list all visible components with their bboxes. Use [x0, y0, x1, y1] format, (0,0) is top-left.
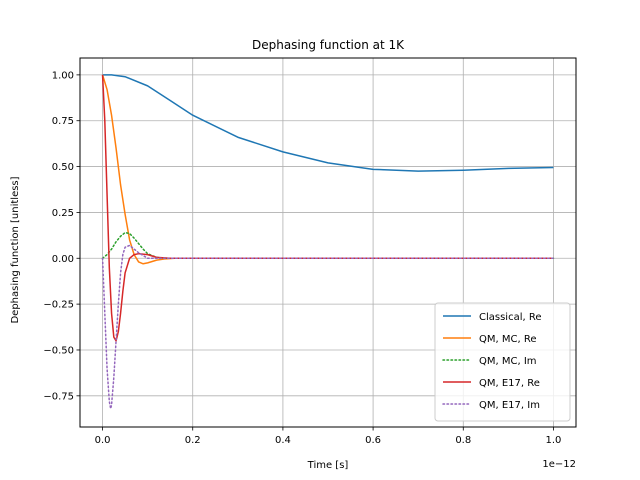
- legend-box: [434, 302, 571, 422]
- axis-ticks: 0.0 0.2 0.4 0.6 0.8 1.0 −0.75 −0.50 −0.25 0.00 0.2…: [43, 70, 561, 446]
- y-tick-label: −0.25: [43, 300, 74, 311]
- y-tick-label: 0.00: [52, 254, 74, 265]
- series-line-qm-e17-im: [101, 244, 555, 410]
- legend-label: Classical, Re: [479, 312, 542, 323]
- y-tick-label: −0.75: [43, 391, 74, 402]
- chart-title: Dephasing function at 1K: [252, 38, 405, 52]
- y-axis-label: Dephasing function [unitless]: [10, 176, 21, 323]
- y-tick-label: −0.50: [43, 345, 74, 356]
- plot-frame: [79, 57, 577, 428]
- y-tick-label: 0.50: [52, 162, 74, 173]
- y-tick-label: 1.00: [52, 70, 74, 81]
- legend-label: QM, E17, Re: [479, 378, 540, 389]
- x-tick-label: 0.8: [455, 435, 471, 446]
- x-tick-label: 0.4: [275, 435, 291, 446]
- x-axis-label: Time [s]: [307, 460, 349, 471]
- legend: Classical, Re QM, MC, Re QM, MC, Im QM, E17…: [434, 302, 571, 422]
- series-line-classical-re: [102, 74, 554, 172]
- x-tick-label: 0.2: [185, 435, 201, 446]
- x-offset-text: 1e−12: [542, 459, 576, 470]
- x-tick-label: 0.0: [95, 435, 111, 446]
- y-tick-label: 0.25: [52, 208, 74, 219]
- y-tick-label: 0.75: [52, 116, 74, 127]
- legend-label: QM, MC, Re: [479, 334, 536, 345]
- series-lines: [101, 74, 555, 410]
- x-tick-label: 1.0: [546, 435, 562, 446]
- series-line-qm-e17-re: [101, 74, 554, 342]
- x-tick-label: 0.6: [365, 435, 381, 446]
- legend-label: QM, MC, Im: [479, 356, 537, 367]
- legend-label: QM, E17, Im: [479, 400, 540, 411]
